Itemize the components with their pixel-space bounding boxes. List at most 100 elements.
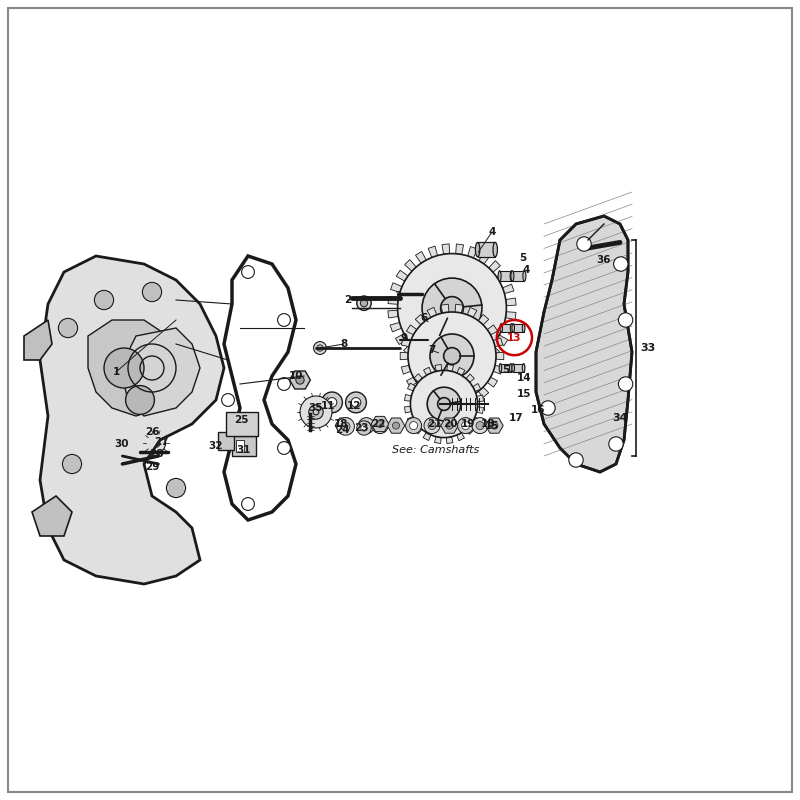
Polygon shape xyxy=(478,353,489,365)
Text: 36: 36 xyxy=(596,255,610,265)
Circle shape xyxy=(278,378,290,390)
Polygon shape xyxy=(455,399,463,408)
Text: 27: 27 xyxy=(154,438,169,447)
Text: 9: 9 xyxy=(401,333,407,342)
Circle shape xyxy=(142,429,151,438)
Polygon shape xyxy=(478,314,489,325)
Polygon shape xyxy=(406,325,417,335)
Polygon shape xyxy=(455,304,463,313)
Polygon shape xyxy=(414,352,425,364)
Circle shape xyxy=(152,439,160,447)
Polygon shape xyxy=(400,352,408,360)
Bar xyxy=(218,432,234,450)
Text: 16: 16 xyxy=(530,406,545,415)
Polygon shape xyxy=(406,377,417,387)
Circle shape xyxy=(569,453,583,467)
Polygon shape xyxy=(496,335,508,346)
Circle shape xyxy=(300,396,332,428)
Text: 15: 15 xyxy=(485,421,499,430)
Polygon shape xyxy=(434,437,441,443)
Bar xyxy=(514,363,524,372)
Circle shape xyxy=(62,454,82,474)
Text: 26: 26 xyxy=(145,427,159,437)
Circle shape xyxy=(222,394,234,406)
Text: 28: 28 xyxy=(149,450,163,459)
Bar xyxy=(514,323,524,333)
Polygon shape xyxy=(120,328,200,416)
Circle shape xyxy=(428,422,436,430)
Circle shape xyxy=(372,418,388,434)
Circle shape xyxy=(618,313,633,327)
Polygon shape xyxy=(479,252,490,264)
Circle shape xyxy=(577,237,591,251)
Polygon shape xyxy=(402,338,410,346)
Circle shape xyxy=(472,418,488,434)
Polygon shape xyxy=(428,246,438,258)
Text: 12: 12 xyxy=(347,401,362,410)
Text: 18: 18 xyxy=(334,419,348,429)
Polygon shape xyxy=(423,367,431,375)
Polygon shape xyxy=(395,334,407,345)
Text: 3: 3 xyxy=(394,291,402,301)
Polygon shape xyxy=(454,362,462,372)
Polygon shape xyxy=(415,387,426,398)
Text: 5: 5 xyxy=(502,366,510,375)
Polygon shape xyxy=(407,383,415,391)
Polygon shape xyxy=(487,325,498,335)
Text: 2: 2 xyxy=(344,295,352,305)
Circle shape xyxy=(116,440,124,448)
Polygon shape xyxy=(457,367,465,375)
Polygon shape xyxy=(390,322,402,332)
Polygon shape xyxy=(467,307,477,318)
Polygon shape xyxy=(496,352,504,360)
Bar xyxy=(501,363,511,372)
Circle shape xyxy=(317,345,323,351)
Text: 30: 30 xyxy=(114,439,129,449)
Polygon shape xyxy=(489,261,500,272)
Ellipse shape xyxy=(511,270,514,282)
Circle shape xyxy=(360,299,368,306)
Ellipse shape xyxy=(512,323,514,333)
Circle shape xyxy=(362,422,370,430)
Polygon shape xyxy=(405,260,416,271)
Polygon shape xyxy=(371,416,389,432)
Circle shape xyxy=(424,418,440,434)
Circle shape xyxy=(427,387,461,421)
Polygon shape xyxy=(405,406,411,413)
Text: 6: 6 xyxy=(420,314,428,323)
Polygon shape xyxy=(390,282,402,292)
Bar xyxy=(499,270,512,281)
Circle shape xyxy=(441,297,463,319)
Polygon shape xyxy=(396,270,408,281)
Text: 22: 22 xyxy=(371,419,386,429)
Text: 18: 18 xyxy=(481,419,495,429)
Bar xyxy=(236,440,244,452)
Text: 23: 23 xyxy=(354,423,369,433)
Circle shape xyxy=(322,392,342,413)
Polygon shape xyxy=(494,338,502,346)
Circle shape xyxy=(314,342,326,354)
Text: 5: 5 xyxy=(519,253,527,262)
Polygon shape xyxy=(466,426,474,434)
Circle shape xyxy=(462,422,470,430)
Polygon shape xyxy=(388,297,398,304)
Circle shape xyxy=(618,377,633,391)
Bar xyxy=(501,323,512,333)
Circle shape xyxy=(309,405,323,419)
Circle shape xyxy=(296,376,304,384)
Circle shape xyxy=(541,401,555,415)
Polygon shape xyxy=(414,374,422,382)
Polygon shape xyxy=(415,251,426,263)
Polygon shape xyxy=(426,358,436,370)
Ellipse shape xyxy=(522,363,525,372)
Circle shape xyxy=(341,422,347,429)
Text: 11: 11 xyxy=(321,401,335,410)
Circle shape xyxy=(582,240,598,256)
Ellipse shape xyxy=(493,242,498,257)
Circle shape xyxy=(430,334,474,378)
Text: 4: 4 xyxy=(522,266,530,275)
Polygon shape xyxy=(442,244,450,254)
Circle shape xyxy=(476,422,484,430)
Ellipse shape xyxy=(475,242,480,257)
Polygon shape xyxy=(441,304,449,313)
